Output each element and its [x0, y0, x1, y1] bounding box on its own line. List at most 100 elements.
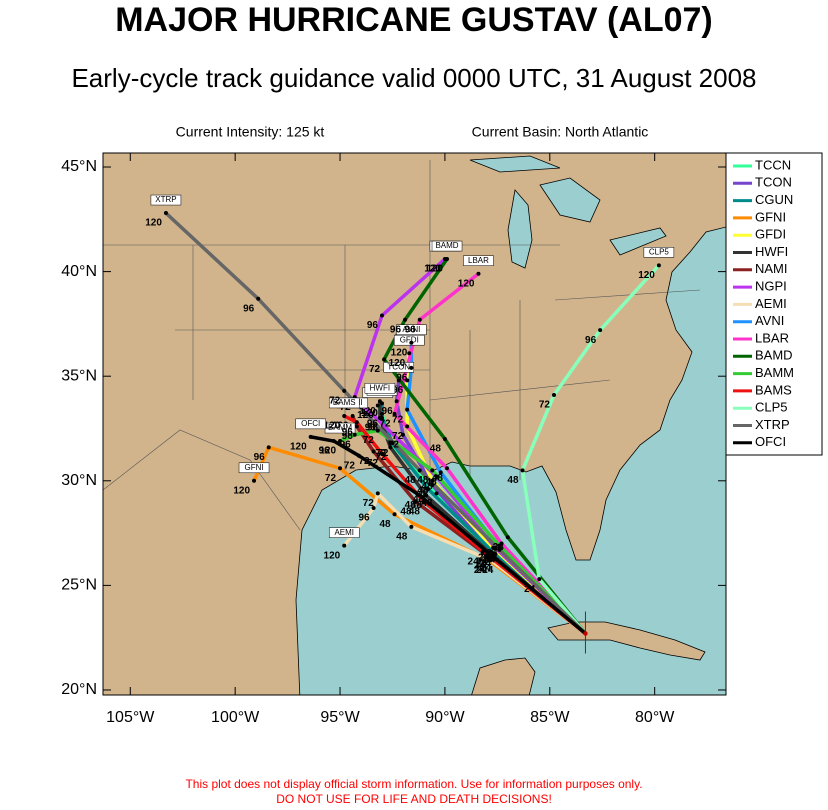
track-point	[252, 478, 257, 483]
name-box	[643, 247, 675, 258]
legend-label: AEMI	[755, 296, 787, 311]
track-point	[371, 505, 376, 510]
y-tick-label: 30°N	[61, 472, 97, 489]
borders	[103, 160, 701, 531]
hour-label: 24	[480, 563, 492, 574]
track-point	[375, 403, 380, 408]
hour-label: 96	[342, 427, 354, 438]
x-tick-label: 80°W	[635, 709, 675, 726]
track-name: OFCI	[301, 419, 320, 428]
name-box	[463, 255, 494, 266]
hour-label: 48	[432, 473, 444, 484]
track-point	[445, 257, 450, 262]
legend-label: NAMI	[755, 261, 788, 276]
track-point	[377, 399, 382, 404]
hour-label: 48	[413, 494, 425, 505]
hour-label: 72	[369, 364, 381, 375]
tracks: 24487296120TCCN24487296120TCON2448729612…	[145, 194, 675, 636]
hour-label: 72	[367, 458, 379, 469]
hour-label: 120	[458, 278, 475, 289]
track-point	[430, 482, 435, 487]
track	[392, 272, 587, 635]
legend-label: GFDI	[755, 227, 786, 242]
lake	[539, 177, 601, 223]
hour-label: 48	[421, 481, 433, 492]
name-box	[396, 324, 427, 335]
basin: Current Basin: North Atlantic	[472, 124, 649, 140]
track-name: GFDI	[400, 335, 419, 344]
track-name: XTRP	[155, 195, 176, 204]
x-tick-label: 90°W	[425, 709, 465, 726]
legend-label: BAMM	[755, 365, 794, 380]
hour-label: 72	[363, 435, 375, 446]
name-box	[328, 527, 360, 538]
track-point	[409, 365, 414, 370]
track-point	[493, 545, 498, 550]
track-name: AEMI	[334, 528, 354, 537]
track-point	[442, 436, 447, 441]
hour-label: 120	[324, 421, 341, 432]
track-point	[256, 296, 261, 301]
hour-label: 24	[480, 559, 492, 570]
intensity: Current Intensity: 125 kt	[176, 124, 325, 140]
x-tick-label: 95°W	[320, 709, 360, 726]
lake	[469, 155, 561, 173]
y-tick-label: 40°N	[61, 263, 97, 280]
track-point	[163, 211, 168, 216]
track-name: TCON	[387, 362, 410, 371]
track-point	[379, 313, 384, 318]
track-point	[342, 413, 347, 418]
track-point	[486, 554, 491, 559]
y-tick-label: 45°N	[61, 158, 97, 175]
track-point	[551, 393, 556, 398]
track-name: LBAR	[468, 256, 489, 265]
track-point	[409, 340, 414, 345]
track-point	[331, 439, 336, 444]
name-box	[394, 334, 425, 346]
legend-label: TCON	[755, 175, 792, 190]
track-point	[405, 378, 410, 383]
track-point	[430, 478, 435, 483]
track-point	[505, 535, 510, 540]
hour-label: 24	[482, 565, 494, 576]
legend-label: CGUN	[755, 192, 793, 207]
hour-label: 96	[254, 452, 266, 463]
hour-label: 120	[638, 270, 655, 281]
hour-label: 96	[382, 406, 394, 417]
track-point	[495, 558, 500, 563]
track-point	[379, 451, 384, 456]
track-point	[598, 328, 603, 333]
hour-label: 72	[329, 395, 341, 406]
track-point	[405, 424, 410, 429]
hour-label: 72	[392, 431, 404, 442]
name-box	[364, 383, 396, 394]
hour-label: 24	[476, 557, 488, 568]
hour-label: 48	[396, 531, 408, 542]
track	[520, 264, 661, 635]
track-point	[405, 407, 410, 412]
track-point	[417, 493, 422, 498]
name-box	[150, 194, 182, 206]
hour-label: 72	[325, 473, 337, 484]
legend-label: NGPI	[755, 279, 787, 294]
name-box	[383, 362, 415, 373]
hour-label: 120	[389, 358, 406, 369]
chart-title: MAJOR HURRICANE GUSTAV (AL07)	[115, 1, 713, 39]
track	[339, 428, 587, 635]
disclaimer: DO NOT USE FOR LIFE AND DEATH DECISIONS!	[276, 792, 552, 806]
name-box	[431, 240, 463, 252]
hour-label: 120	[290, 442, 307, 453]
track-point	[656, 263, 661, 268]
disclaimer: This plot does not display official stor…	[185, 777, 642, 791]
track-point	[375, 491, 380, 496]
hour-label: 120	[424, 264, 441, 275]
name-box	[295, 418, 326, 430]
track-point	[392, 411, 397, 416]
track-point	[403, 317, 408, 322]
hour-label: 72	[539, 400, 551, 411]
hour-label: 96	[319, 446, 331, 457]
legend-label: OFCI	[755, 434, 786, 449]
name-box	[328, 397, 360, 409]
track-point	[392, 512, 397, 517]
track-point	[356, 453, 361, 458]
